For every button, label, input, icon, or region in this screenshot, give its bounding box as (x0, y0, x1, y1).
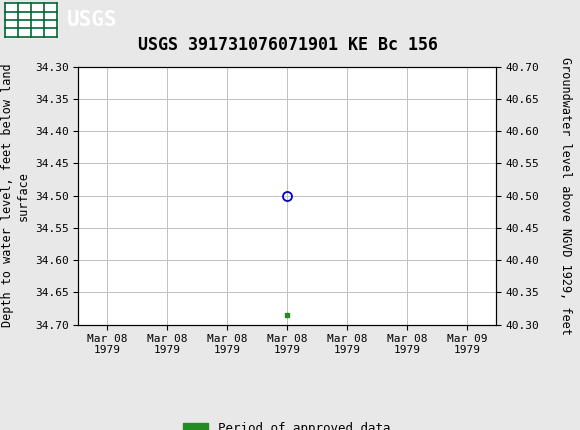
Legend: Period of approved data: Period of approved data (179, 417, 396, 430)
Bar (5, 3, 57, 37)
Text: USGS: USGS (67, 10, 117, 30)
Y-axis label: Depth to water level, feet below land
surface: Depth to water level, feet below land su… (1, 64, 29, 328)
Y-axis label: Groundwater level above NGVD 1929, feet: Groundwater level above NGVD 1929, feet (559, 57, 572, 335)
Text: USGS 391731076071901 KE Bc 156: USGS 391731076071901 KE Bc 156 (138, 36, 438, 54)
